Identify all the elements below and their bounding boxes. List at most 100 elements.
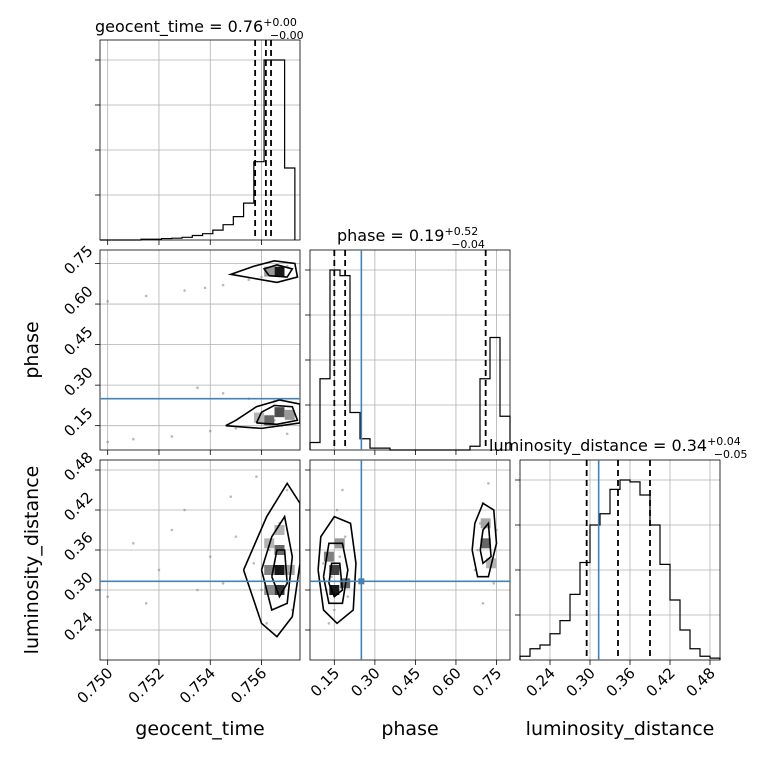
x-tick-label: 0.24 — [522, 664, 558, 700]
panel-hist-phase — [305, 249, 511, 455]
contour-line — [471, 502, 498, 578]
scatter-point — [492, 582, 496, 585]
scatter-point — [343, 535, 347, 538]
gridlines — [100, 40, 300, 240]
panel-frame — [99, 249, 301, 451]
scatter-point — [208, 555, 212, 558]
scatter-point — [260, 275, 263, 279]
panel-content — [317, 482, 498, 625]
x-tick-label: 0.45 — [388, 664, 424, 700]
title-phase-sup: +0.52 — [444, 225, 478, 238]
density-cell — [329, 585, 340, 595]
scatter-point — [208, 429, 212, 433]
scatter-point — [346, 595, 350, 598]
scatter-point — [196, 588, 199, 592]
ylabel-luminosity-distance: luminosity_distance — [21, 466, 43, 655]
x-tick-label: 0.30 — [562, 664, 598, 700]
gridlines — [100, 460, 300, 660]
scatter-point — [157, 568, 161, 572]
density-cell — [264, 415, 275, 426]
xlabel-geocent-time: geocent_time — [135, 718, 264, 740]
scatter-point — [247, 278, 251, 282]
density-cell — [274, 266, 285, 277]
y-tick-label: 0.75 — [60, 242, 96, 278]
panel-phase-vs-geocent-time: 0.15 0.30 0.45 0.60 0.75 — [60, 242, 301, 455]
panel-content — [106, 475, 300, 638]
x-tick-label: 0.754 — [176, 664, 219, 707]
panel-hist-luminosity-distance: 0.24 0.30 0.36 0.42 0.48 — [515, 459, 721, 700]
x-tick-label: 0.42 — [642, 664, 678, 700]
density-cell — [274, 407, 285, 418]
contour-line — [242, 481, 300, 638]
title-geocent-time-sup: +0.00 — [263, 16, 297, 29]
density-cell — [264, 585, 275, 595]
scatter-point — [322, 562, 325, 565]
y-tick-label: 0.42 — [60, 488, 96, 524]
scatter-point — [335, 508, 339, 512]
scatter-point — [106, 300, 109, 303]
panel-frame — [309, 459, 511, 661]
x-tick-label: 0.750 — [73, 664, 116, 707]
contour-line — [255, 404, 299, 426]
title-luminosity-distance: luminosity_distance = 0.34+0.04 −0.05 — [489, 435, 748, 461]
x-tick-label: 0.75 — [469, 664, 505, 700]
title-geocent-time: geocent_time = 0.76+0.00 −0.00 — [95, 16, 304, 42]
y-tick-label: 0.24 — [60, 608, 96, 644]
density-cell — [323, 551, 334, 562]
scatter-point — [170, 528, 174, 532]
scatter-point — [221, 283, 225, 287]
contour-line — [227, 259, 299, 284]
y-tick-label: 0.60 — [60, 282, 96, 318]
scatter-point — [132, 437, 135, 441]
x-tick-label: 0.48 — [682, 664, 718, 700]
title-geocent-time-main: geocent_time = 0.76 — [95, 17, 263, 37]
scatter-point — [144, 602, 148, 605]
gridlines — [520, 460, 720, 660]
scatter-point — [170, 435, 174, 438]
scatter-point — [341, 488, 344, 492]
x-tick-label: 0.752 — [125, 664, 168, 707]
x-tick-label: 0.30 — [347, 664, 383, 700]
panel-content — [106, 259, 300, 444]
x-tick-label: 0.60 — [428, 664, 464, 700]
contour-line — [262, 264, 294, 278]
scatter-point — [234, 535, 238, 538]
density-cell — [480, 518, 491, 529]
contour-line — [479, 521, 492, 565]
scatter-point — [333, 608, 336, 612]
gridlines — [310, 460, 510, 660]
scatter-point — [144, 294, 148, 298]
scatter-point — [285, 488, 289, 492]
title-phase-sub: −0.04 — [451, 238, 485, 251]
x-tick-label: 0.36 — [602, 664, 638, 700]
density-cell — [284, 565, 295, 575]
x-tick-label: 0.756 — [227, 664, 270, 707]
scatter-point — [183, 508, 186, 512]
title-luminosity-distance-sup: +0.04 — [707, 435, 741, 448]
scatter-point — [265, 622, 268, 625]
scatter-point — [229, 495, 233, 498]
scatter-point — [476, 548, 479, 552]
density-cell — [329, 565, 340, 575]
title-phase-main: phase = 0.19 — [337, 226, 444, 245]
scatter-point — [234, 427, 238, 430]
scatter-point — [106, 440, 109, 444]
x-tick-label: 0.15 — [307, 664, 343, 700]
contour-line — [260, 514, 294, 612]
scatter-point — [481, 602, 485, 605]
gridlines — [310, 250, 510, 450]
scatter-point — [106, 595, 109, 598]
scatter-point — [252, 562, 256, 565]
panel-hist-geocent-time — [95, 39, 301, 245]
density-cell — [274, 565, 285, 575]
contour-line — [322, 542, 349, 605]
scatter-point — [338, 555, 342, 558]
scatter-point — [255, 475, 258, 478]
density-cell — [274, 525, 285, 535]
density-cell — [264, 565, 275, 575]
y-tick-label: 0.45 — [60, 323, 96, 359]
y-tick-label: 0.30 — [60, 363, 96, 399]
scatter-point — [330, 575, 333, 578]
histogram-geocent-time — [100, 59, 296, 241]
density-cell — [264, 266, 275, 277]
